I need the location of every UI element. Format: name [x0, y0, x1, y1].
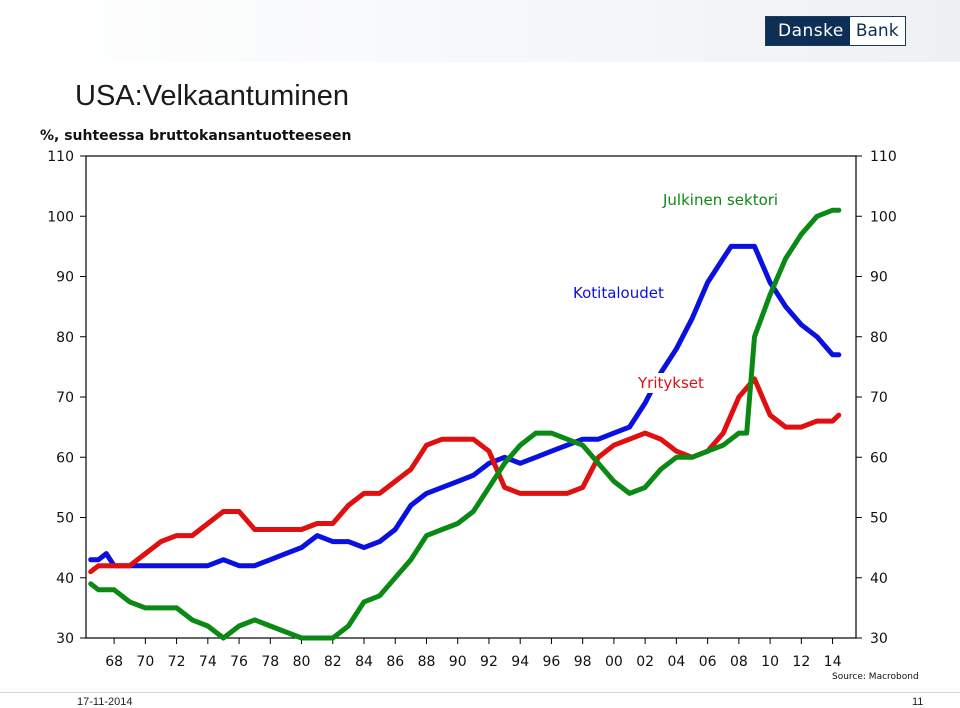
x-tick-label: 02 [636, 654, 654, 670]
x-tick-label: 12 [792, 654, 810, 670]
annotation-background [659, 190, 821, 210]
page-title: USA:Velkaantuminen [75, 80, 350, 112]
y-tick-label-right: 60 [870, 450, 888, 466]
footer-bar [0, 692, 960, 708]
x-tick-label: 74 [199, 654, 217, 670]
y-tick-label-left: 40 [56, 571, 74, 587]
footer-page-number: 11 [912, 696, 924, 708]
logo-text-left: Danske [766, 17, 850, 45]
annotation-background [569, 283, 693, 303]
x-tick-label: 88 [418, 654, 436, 670]
x-tick-label: 14 [824, 654, 842, 670]
y-tick-label-left: 50 [56, 511, 74, 527]
y-tick-label-right: 70 [870, 390, 888, 406]
annotation-label: Kotitaloudet [573, 284, 664, 302]
x-tick-label: 68 [105, 654, 123, 670]
series-line-yritykset [88, 376, 842, 575]
y-tick-label-right: 110 [870, 149, 897, 165]
x-tick-label: 08 [730, 654, 748, 670]
y-tick-label-right: 50 [870, 511, 888, 527]
y-tick-label-left: 100 [47, 209, 74, 225]
x-tick-label: 82 [324, 654, 342, 670]
y-tick-label-right: 90 [870, 270, 888, 286]
y-tick-label-left: 30 [56, 631, 74, 647]
y-tick-label-right: 100 [870, 209, 897, 225]
danske-bank-logo: Danske Bank [765, 16, 906, 46]
y-tick-label-left: 80 [56, 330, 74, 346]
y-tick-label-right: 30 [870, 631, 888, 647]
x-tick-label: 96 [543, 654, 561, 670]
logo-text-right: Bank [855, 21, 899, 41]
x-tick-label: 04 [667, 654, 685, 670]
x-tick-label: 94 [511, 654, 529, 670]
x-tick-label: 86 [386, 654, 404, 670]
x-tick-label: 78 [261, 654, 279, 670]
y-tick-label-left: 90 [56, 270, 74, 286]
y-tick-label-left: 70 [56, 390, 74, 406]
x-tick-label: 90 [449, 654, 467, 670]
y-tick-label-left: 60 [56, 450, 74, 466]
x-tick-label: 76 [230, 654, 248, 670]
x-tick-label: 98 [574, 654, 592, 670]
chart-subtitle: %, suhteessa bruttokansantuotteeseen [40, 128, 352, 144]
x-tick-label: 84 [355, 654, 373, 670]
footer-date: 17-11-2014 [77, 696, 133, 708]
annotation-label: Yritykset [637, 374, 704, 392]
series-line-kotitaloudet [88, 243, 842, 569]
x-tick-label: 06 [699, 654, 717, 670]
x-tick-label: 72 [168, 654, 186, 670]
y-tick-label-right: 80 [870, 330, 888, 346]
y-tick-label-left: 110 [47, 149, 74, 165]
source-note: Source: Macrobond [832, 672, 919, 682]
annotation-background [634, 373, 729, 393]
y-tick-label-right: 40 [870, 571, 888, 587]
x-tick-label: 80 [293, 654, 311, 670]
x-tick-label: 70 [136, 654, 154, 670]
series-line-julkinen-sektori [88, 207, 842, 641]
x-tick-label: 00 [605, 654, 623, 670]
annotation-label: Julkinen sektori [662, 191, 778, 209]
x-tick-label: 92 [480, 654, 498, 670]
x-tick-label: 10 [761, 654, 779, 670]
